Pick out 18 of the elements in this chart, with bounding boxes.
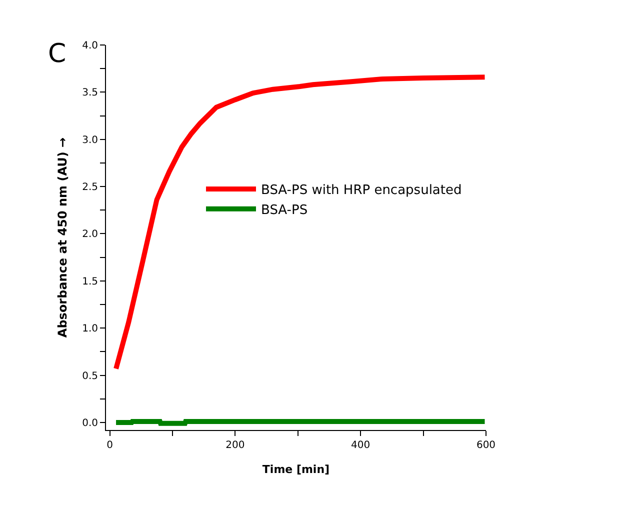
y-tick-label: 1.5	[82, 276, 98, 288]
x-tick-label: 200	[226, 440, 245, 451]
x-tick-label: 400	[351, 440, 370, 451]
x-axis-title: Time [min]	[262, 463, 330, 476]
y-tick-label: 2.0	[82, 229, 98, 240]
legend-label: BSA-PS	[261, 202, 308, 218]
y-tick-label: 0.5	[82, 370, 98, 382]
x-tick-label: 600	[476, 440, 496, 451]
y-tick-label: 2.5	[82, 182, 98, 194]
y-tick-label: 3.0	[82, 134, 98, 146]
y-tick-label: 4.0	[82, 40, 98, 52]
text: C	[48, 39, 66, 69]
y-tick-label: 3.5	[82, 88, 98, 99]
x-tick-label: 0	[106, 440, 113, 451]
y-tick-label: 1.0	[82, 324, 98, 335]
legend-label: BSA-PS with HRP encapsulated	[261, 183, 462, 198]
text: 0.0	[82, 418, 98, 429]
y-axis-title: Absorbance at 450 nm (AU) →	[55, 137, 70, 338]
